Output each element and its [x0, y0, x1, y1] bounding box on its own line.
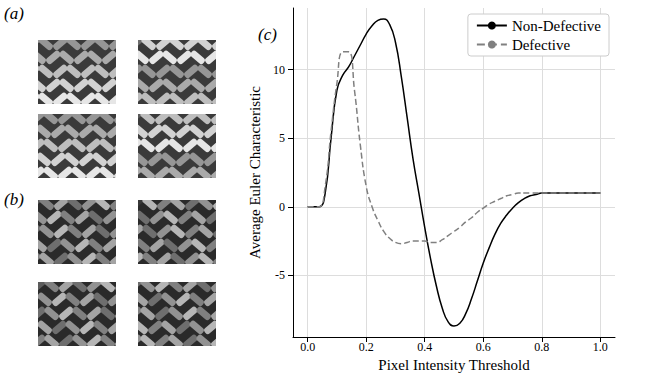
svg-text:0: 0 [279, 200, 285, 214]
svg-text:1.0: 1.0 [593, 340, 608, 354]
svg-text:Non-Defective: Non-Defective [512, 18, 601, 34]
svg-text:-5: -5 [275, 268, 285, 282]
svg-text:(c): (c) [258, 25, 277, 44]
svg-text:0.2: 0.2 [359, 340, 374, 354]
svg-text:5: 5 [279, 131, 285, 145]
svg-text:Average Euler Characteristic: Average Euler Characteristic [247, 86, 263, 259]
html-text:(b): (b) [4, 190, 24, 209]
html-text:(a): (a) [4, 4, 24, 23]
svg-text:Defective: Defective [512, 37, 571, 53]
svg-text:Pixel Intensity Threshold: Pixel Intensity Threshold [378, 357, 530, 373]
svg-text:0.8: 0.8 [534, 340, 549, 354]
svg-text:0.6: 0.6 [476, 340, 491, 354]
svg-text:0.4: 0.4 [417, 340, 432, 354]
svg-text:0.0: 0.0 [300, 340, 315, 354]
svg-text:10: 10 [273, 63, 285, 77]
